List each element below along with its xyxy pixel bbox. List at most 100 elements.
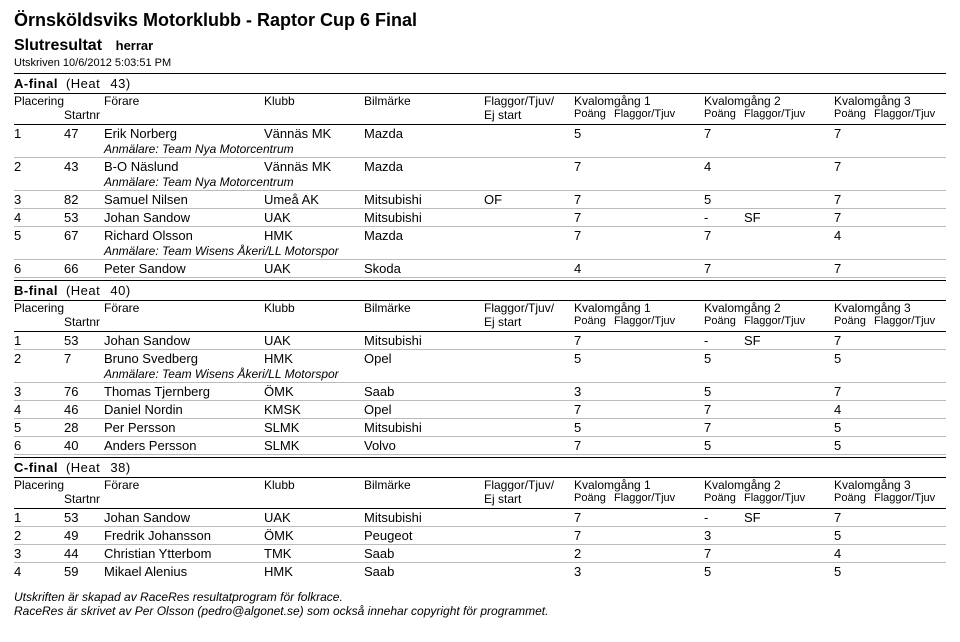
col-kv3: Kvalomgång 3 bbox=[834, 301, 960, 315]
anmalare-row: Anmälare: Team Nya Motorcentrum bbox=[14, 175, 946, 191]
col-ejstart: Ej start bbox=[484, 108, 574, 122]
kv-points: 5 bbox=[574, 126, 614, 141]
cell-startnr: 44 bbox=[64, 546, 104, 561]
col-kv2: Kvalomgång 2 bbox=[704, 301, 834, 315]
kv-flags bbox=[614, 438, 704, 453]
cell-bilmarke: Opel bbox=[364, 402, 484, 417]
cell-placering: 4 bbox=[14, 210, 64, 225]
cell-klubb: Umeå AK bbox=[264, 192, 364, 207]
kv-points: 7 bbox=[574, 210, 614, 225]
kv-points: 5 bbox=[834, 564, 874, 579]
col-bilmarke: Bilmärke bbox=[364, 301, 484, 315]
cell-forare: Johan Sandow bbox=[104, 510, 264, 525]
cell-forare: Anders Persson bbox=[104, 438, 264, 453]
heat-final-label: B-final bbox=[14, 283, 58, 298]
column-header-bottom: StartnrEj startPoängFlaggor/TjuvPoängFla… bbox=[14, 108, 946, 125]
result-row: 344Christian YtterbomTMKSaab274 bbox=[14, 545, 946, 563]
kv-flags: SF bbox=[744, 210, 834, 225]
result-row: 459Mikael AleniusHMKSaab355 bbox=[14, 563, 946, 580]
kv-flags bbox=[874, 210, 960, 225]
result-row: 666Peter SandowUAKSkoda477 bbox=[14, 260, 946, 278]
page-title: Örnsköldsviks Motorklubb - Raptor Cup 6 … bbox=[14, 10, 946, 31]
kv-points: 7 bbox=[574, 228, 614, 243]
result-row: 376Thomas TjernbergÖMKSaab357 bbox=[14, 383, 946, 401]
kv-flags bbox=[614, 192, 704, 207]
heat-final-label: C-final bbox=[14, 460, 58, 475]
kv-flags bbox=[874, 333, 960, 348]
col-ejstart: Ej start bbox=[484, 315, 574, 329]
footer-line2: RaceRes är skrivet av Per Olsson (pedro@… bbox=[14, 604, 946, 618]
col-flaggor-sub: Flaggor/Tjuv bbox=[614, 108, 704, 120]
page-subtitle-row: Slutresultat herrar bbox=[14, 37, 946, 55]
kv-points: 5 bbox=[834, 438, 874, 453]
col-poang: Poäng bbox=[704, 108, 744, 120]
kv-points: 3 bbox=[704, 528, 744, 543]
col-kv1: Kvalomgång 1 bbox=[574, 94, 704, 108]
col-poang: Poäng bbox=[704, 315, 744, 327]
cell-placering: 1 bbox=[14, 126, 64, 141]
kv-points: 5 bbox=[704, 438, 744, 453]
kv-points: - bbox=[704, 510, 744, 525]
kv-points: - bbox=[704, 210, 744, 225]
cell-startnr: 59 bbox=[64, 564, 104, 579]
kv-points: 5 bbox=[704, 384, 744, 399]
kv-flags bbox=[874, 228, 960, 243]
cell-placering: 3 bbox=[14, 546, 64, 561]
kv-points: 7 bbox=[574, 192, 614, 207]
col-klubb: Klubb bbox=[264, 478, 364, 492]
kv-points: 7 bbox=[574, 528, 614, 543]
cell-klubb: UAK bbox=[264, 261, 364, 276]
column-header-bottom: StartnrEj startPoängFlaggor/TjuvPoängFla… bbox=[14, 492, 946, 509]
kv-flags bbox=[874, 159, 960, 174]
kv-flags bbox=[874, 402, 960, 417]
kv-points: 7 bbox=[574, 159, 614, 174]
kv-points: 7 bbox=[704, 261, 744, 276]
col-flaggor-sub: Flaggor/Tjuv bbox=[874, 108, 960, 120]
kv-flags bbox=[614, 420, 704, 435]
anmalare-text: Anmälare: Team Wisens Åkeri/LL Motorspor bbox=[104, 367, 484, 381]
heat-number: 43) bbox=[106, 76, 130, 91]
col-flaggor-sub: Flaggor/Tjuv bbox=[874, 315, 960, 327]
cell-bilmarke: Mazda bbox=[364, 126, 484, 141]
kv-flags bbox=[744, 384, 834, 399]
col-forare: Förare bbox=[104, 94, 264, 108]
cell-forare: Bruno Svedberg bbox=[104, 351, 264, 366]
cell-klubb: HMK bbox=[264, 564, 364, 579]
cell-startnr: 28 bbox=[64, 420, 104, 435]
col-kv1: Kvalomgång 1 bbox=[574, 478, 704, 492]
kv-points: 7 bbox=[574, 402, 614, 417]
kv-flags bbox=[614, 210, 704, 225]
kv-flags: SF bbox=[744, 510, 834, 525]
kv-flags bbox=[614, 126, 704, 141]
result-row: 147Erik NorbergVännäs MKMazda577 bbox=[14, 125, 946, 142]
cell-bilmarke: Mitsubishi bbox=[364, 333, 484, 348]
kv-flags bbox=[874, 420, 960, 435]
cell-startnr: 53 bbox=[64, 510, 104, 525]
cell-placering: 4 bbox=[14, 564, 64, 579]
col-poang: Poäng bbox=[834, 492, 874, 504]
result-row: 382Samuel NilsenUmeå AKMitsubishiOF757 bbox=[14, 191, 946, 209]
cell-klubb: ÖMK bbox=[264, 384, 364, 399]
result-row: 567Richard OlssonHMKMazda774 bbox=[14, 227, 946, 244]
column-header-bottom: StartnrEj startPoängFlaggor/TjuvPoängFla… bbox=[14, 315, 946, 332]
heat-number: 38) bbox=[106, 460, 130, 475]
col-forare: Förare bbox=[104, 478, 264, 492]
cell-placering: 2 bbox=[14, 159, 64, 174]
kv-flags bbox=[874, 528, 960, 543]
kv-flags bbox=[614, 528, 704, 543]
kv-flags bbox=[614, 384, 704, 399]
kv-flags bbox=[614, 351, 704, 366]
kv-points: 4 bbox=[834, 228, 874, 243]
page-subtitle-extra: herrar bbox=[116, 38, 154, 53]
kv-points: 7 bbox=[834, 159, 874, 174]
cell-forare: Fredrik Johansson bbox=[104, 528, 264, 543]
anmalare-text: Anmälare: Team Nya Motorcentrum bbox=[104, 175, 484, 189]
cell-forare: Johan Sandow bbox=[104, 210, 264, 225]
col-flaggor-sub: Flaggor/Tjuv bbox=[744, 108, 834, 120]
kv-flags bbox=[744, 528, 834, 543]
col-forare: Förare bbox=[104, 301, 264, 315]
cell-placering: 3 bbox=[14, 384, 64, 399]
cell-klubb: KMSK bbox=[264, 402, 364, 417]
result-row: 453Johan SandowUAKMitsubishi7-SF7 bbox=[14, 209, 946, 227]
kv-points: 7 bbox=[704, 402, 744, 417]
